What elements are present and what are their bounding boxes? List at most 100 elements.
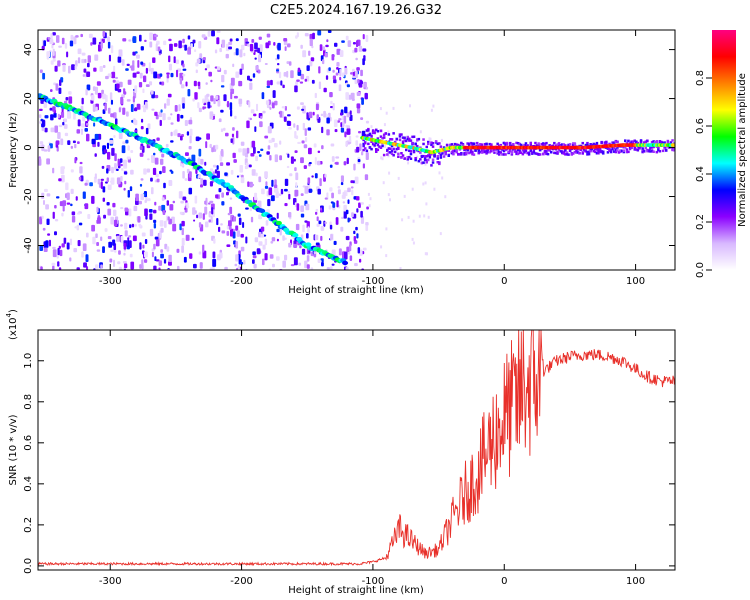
heatmap-cell xyxy=(356,233,359,239)
heatmap-cell xyxy=(461,144,465,147)
heatmap-cell xyxy=(80,33,83,38)
heatmap-cell xyxy=(324,173,327,178)
heatmap-cell xyxy=(193,263,197,269)
heatmap-cell xyxy=(636,149,640,152)
heatmap-cell xyxy=(335,72,339,76)
heatmap-cell xyxy=(66,202,71,205)
heatmap-cell xyxy=(130,261,135,270)
heatmap-cell xyxy=(331,192,334,199)
heatmap-cell xyxy=(160,109,163,113)
heatmap-cell xyxy=(338,118,342,121)
heatmap-cell xyxy=(313,143,317,148)
heatmap-cell xyxy=(427,158,430,162)
heatmap-cell xyxy=(633,139,636,142)
heatmap-cell xyxy=(69,257,72,262)
heatmap-cell xyxy=(342,192,346,199)
heatmap-cell xyxy=(375,128,378,132)
heatmap-cell xyxy=(502,149,506,153)
heatmap-cell xyxy=(630,141,633,144)
heatmap-cell xyxy=(515,150,518,153)
heatmap-cell xyxy=(350,180,354,184)
heatmap-cell xyxy=(224,172,228,176)
heatmap-cell xyxy=(553,141,556,145)
heatmap-cell xyxy=(320,207,323,211)
x-tick-label: -300 xyxy=(99,276,122,287)
heatmap-cell xyxy=(121,168,124,171)
heatmap-cell xyxy=(619,149,622,152)
heatmap-cell xyxy=(573,150,577,154)
heatmap-cell xyxy=(360,202,364,205)
heatmap-cell xyxy=(96,206,99,213)
heatmap-cell xyxy=(297,67,301,73)
heatmap-cell xyxy=(136,103,141,110)
heatmap-cell xyxy=(365,152,369,160)
heatmap-cell xyxy=(359,258,362,263)
heatmap-cell xyxy=(151,187,154,195)
heatmap-cell xyxy=(62,200,67,207)
heatmap-cell xyxy=(127,239,130,248)
heatmap-cell xyxy=(304,33,309,37)
heatmap-cell xyxy=(172,200,176,204)
heatmap-cell xyxy=(477,149,480,152)
heatmap-cell xyxy=(354,263,358,267)
heatmap-cell xyxy=(38,145,42,148)
heatmap-cell xyxy=(305,203,310,211)
x-tick-label: -300 xyxy=(99,576,122,587)
heatmap-cell xyxy=(362,48,367,52)
heatmap-cell xyxy=(409,157,413,160)
heatmap-cell xyxy=(438,151,441,155)
heatmap-cell xyxy=(353,163,356,171)
heatmap-cell xyxy=(123,187,126,191)
heatmap-cell xyxy=(70,169,74,173)
heatmap-cell xyxy=(322,46,326,51)
heatmap-cell xyxy=(669,141,673,144)
heatmap-cell xyxy=(652,145,655,149)
heatmap-cell xyxy=(259,44,263,52)
heatmap-cell xyxy=(96,81,101,86)
heatmap-cell xyxy=(469,141,473,145)
heatmap-cell xyxy=(160,249,164,253)
heatmap-cell xyxy=(332,75,336,80)
heatmap-cell xyxy=(330,100,333,105)
heatmap-cell xyxy=(89,182,93,187)
heatmap-cell xyxy=(179,223,182,231)
heatmap-cell xyxy=(346,246,350,253)
heatmap-cell xyxy=(650,140,654,144)
heatmap-cell xyxy=(158,111,163,118)
heatmap-cell xyxy=(240,246,245,252)
heatmap-cell xyxy=(327,30,332,34)
heatmap-cell xyxy=(106,142,110,149)
heatmap-cell xyxy=(163,40,167,46)
heatmap-cell xyxy=(155,173,159,178)
heatmap-cell xyxy=(450,151,454,155)
heatmap-cell xyxy=(537,153,540,156)
heatmap-cell xyxy=(570,153,573,156)
heatmap-cell xyxy=(232,63,235,68)
heatmap-cell xyxy=(195,136,200,142)
heatmap-cell xyxy=(85,89,88,96)
heatmap-cell xyxy=(266,151,270,155)
heatmap-cell xyxy=(166,200,170,206)
heatmap-cell xyxy=(264,171,268,179)
heatmap-cell xyxy=(107,73,112,78)
heatmap-cell xyxy=(354,70,358,79)
heatmap-cell xyxy=(120,207,124,210)
heatmap-cell xyxy=(181,97,186,105)
heatmap-cell xyxy=(229,102,233,111)
heatmap-cell xyxy=(644,146,647,150)
heatmap-cell xyxy=(179,211,183,215)
heatmap-cell xyxy=(149,32,153,41)
heatmap-cell xyxy=(191,154,196,163)
heatmap-cell xyxy=(91,95,95,101)
heatmap-cell xyxy=(205,197,208,206)
heatmap-cell xyxy=(486,149,490,152)
heatmap-cell xyxy=(153,243,156,250)
heatmap-cell xyxy=(177,68,182,72)
heatmap-cell xyxy=(504,143,507,146)
heatmap-cell xyxy=(134,224,137,227)
heatmap-cell xyxy=(142,88,145,94)
heatmap-cell xyxy=(424,252,427,256)
heatmap-cell xyxy=(45,240,49,248)
heatmap-cell xyxy=(226,231,230,236)
heatmap-cell xyxy=(329,164,333,168)
